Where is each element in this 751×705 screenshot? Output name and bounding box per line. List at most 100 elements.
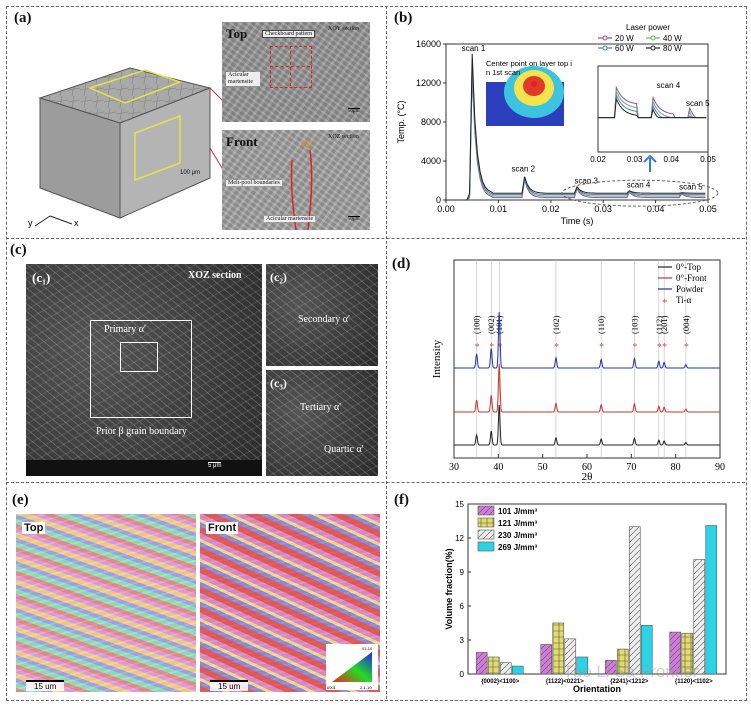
b-zoom-arrow	[643, 154, 657, 172]
f-bar	[540, 644, 553, 675]
quartic-label: Quartic α'	[324, 444, 364, 455]
f-bar	[604, 660, 617, 675]
d-peak-label: (101)	[494, 315, 504, 334]
panel-e-label: (e)	[12, 492, 29, 508]
d-peak-label: (100)	[472, 315, 482, 334]
d-xtick-label: 40	[493, 462, 503, 473]
f-category-label: {1120}<1102>	[675, 679, 713, 685]
f-bar	[576, 656, 589, 675]
c1-label: (c₁)	[32, 270, 51, 285]
f-category-label: {1122}<0221>	[546, 679, 585, 685]
f-ytick-label: 15	[455, 500, 464, 509]
b-inset-annotation: scan 4	[657, 81, 681, 90]
d-peak-star: *	[657, 342, 662, 353]
top-title: Top	[226, 26, 248, 41]
ipf-label-3: 01-10	[362, 646, 373, 651]
front-scale: 50μm	[348, 216, 360, 222]
b-inset-note-2: n 1st scan	[486, 68, 520, 77]
panel-d: (d) 30 40 50 60 70 80 90 2θ Intensity (100) * (002)…	[388, 240, 744, 480]
d-legend-star: *	[662, 297, 668, 309]
cube-microstructure: y x 100 μm	[28, 67, 229, 228]
b-ytick-label: 8000	[421, 117, 441, 127]
b-series-line-3	[446, 53, 706, 201]
d-peak-star: *	[662, 342, 667, 353]
center-point	[531, 81, 537, 87]
d-peak-star: *	[599, 342, 604, 353]
d-peak-label: (102)	[551, 315, 561, 334]
b-ytick-label: 0	[436, 195, 441, 205]
b-inset-xtick-label: 0.02	[590, 155, 606, 164]
f-bar	[511, 665, 524, 675]
c1-zoom-box	[90, 320, 192, 418]
f-bar	[616, 648, 629, 675]
b-annotation: scan 1	[462, 44, 486, 53]
b-highlight-ellipse	[561, 179, 719, 207]
c1-inner-box	[120, 342, 158, 372]
d-legend-label: Ti-α	[676, 295, 692, 305]
row-divider-2	[6, 482, 745, 483]
f-bar	[552, 622, 565, 675]
d-ylabel: Intensity	[431, 339, 443, 378]
f-category-label: {2241}<1212>	[610, 679, 649, 685]
b-xtick-label: 0.02	[542, 204, 560, 214]
c3-sem-image	[266, 370, 378, 476]
f-bar	[640, 624, 653, 675]
d-legend-label: 0°-Top	[676, 262, 701, 272]
b-legend-marker	[650, 45, 656, 51]
c1-scale: 5 μm	[208, 462, 222, 469]
f-bar	[669, 631, 682, 675]
f-legend-label: 230 J/mm³	[498, 531, 537, 540]
d-xtick-label: 80	[671, 462, 681, 473]
d-peak-label: (002)	[486, 315, 496, 334]
f-category-label: {0002}<1100>	[481, 679, 520, 685]
b-legend-label: 60 W	[615, 44, 634, 53]
f-ytick-label: 3	[460, 636, 465, 645]
ebsd-top-scale: 15 um	[26, 680, 65, 691]
f-ytick-label: 6	[460, 602, 465, 611]
f-legend-swatch	[477, 505, 495, 516]
cube-front-face	[119, 87, 211, 219]
volume-fraction-chart: 0 3 6 9 12 15 Volume fraction(%) Orientation {00…	[444, 500, 727, 694]
ipf-label-2: 2-1-10	[360, 685, 372, 690]
column-divider	[386, 6, 387, 699]
c-xoz-label: XOZ section	[188, 270, 242, 281]
f-legend-label: 121 J/mm³	[498, 519, 537, 528]
front-title: Front	[226, 134, 258, 149]
acicular-top-label: Acicular martensite	[226, 72, 260, 86]
d-xtick-label: 70	[626, 462, 636, 473]
d-peak-label: (004)	[681, 315, 691, 334]
c2-sem-image	[266, 264, 378, 366]
ebsd-front-title: Front	[206, 522, 239, 534]
temperature-chart: 0 4000 8000 12000 16000 0.00 0.01 0.02 0.03 0.04 0…	[396, 23, 719, 226]
axis-x-label: x	[74, 218, 79, 228]
ebsd-front-scale: 15 um	[210, 680, 249, 691]
axis-y-label: y	[28, 218, 33, 228]
ipf-triangle	[332, 652, 372, 682]
b-inset-xtick-label: 0.05	[700, 155, 716, 164]
top-xoy-label: XOY section	[328, 26, 360, 32]
panel-e: (e) Top 15 um Front 15 um 0001 2-1-10 01…	[8, 484, 384, 698]
d-xtick-label: 60	[582, 462, 592, 473]
xrd-chart: 30 40 50 60 70 80 902θIntensity(100)*(002)*(10…	[431, 259, 725, 480]
cube-scale: 100 μm	[180, 170, 200, 176]
panel-c: (c) (c₁) XOZ section Primary α' Prior β …	[8, 240, 384, 480]
f-legend-swatch	[477, 517, 495, 528]
b-ylabel: Temp. (°C)	[396, 100, 406, 143]
front-xoz-label: XOZ section	[328, 134, 359, 140]
row-divider-1	[6, 238, 745, 239]
d-xlabel: 2θ	[582, 471, 593, 480]
b-xlabel: Time (s)	[561, 216, 594, 226]
d-peak-label: (110)	[596, 316, 606, 334]
b-ytick-label: 4000	[421, 156, 441, 166]
d-xtick-label: 30	[449, 462, 459, 473]
d-peak-star: *	[497, 342, 502, 353]
f-bar	[628, 526, 641, 675]
f-ytick-label: 0	[460, 670, 465, 679]
b-ytick-label: 16000	[416, 39, 441, 49]
f-bar	[499, 662, 512, 675]
b-legend-marker	[602, 45, 608, 51]
figure-frame	[6, 6, 747, 701]
ipf-legend: 0001 2-1-10 01-10	[326, 644, 378, 690]
b-heat-inset	[486, 66, 564, 126]
b-inset-xtick-label: 0.04	[664, 155, 680, 164]
